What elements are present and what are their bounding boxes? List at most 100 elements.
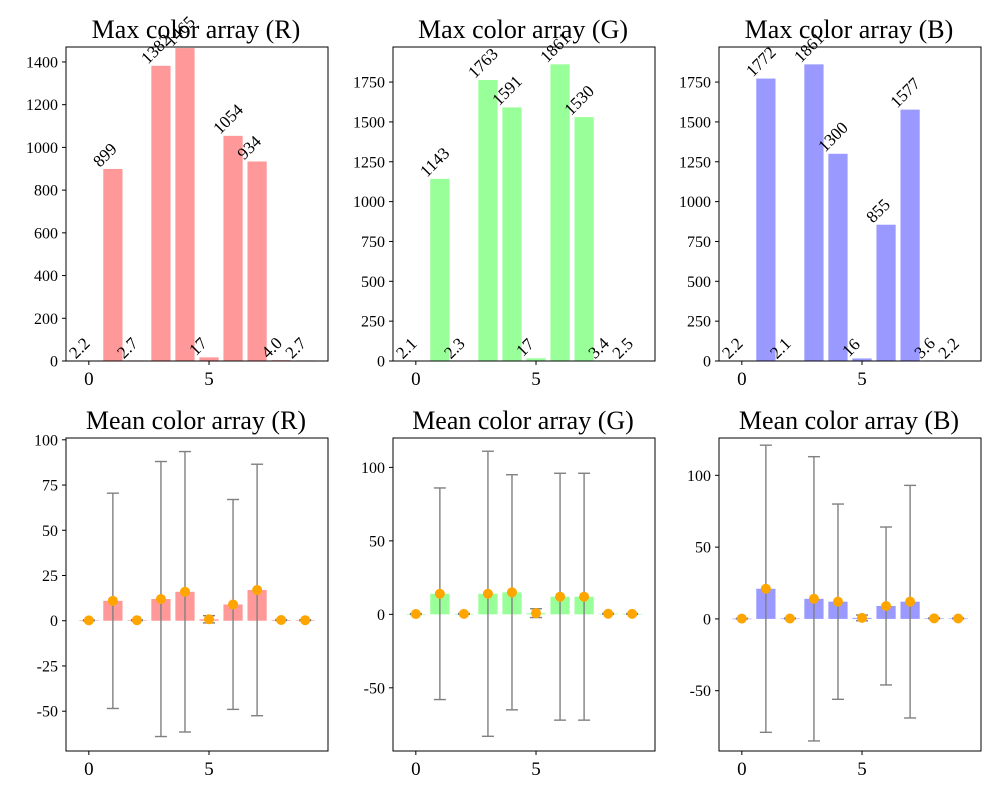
x-tick-label: 0 xyxy=(411,759,421,780)
mean-marker xyxy=(603,608,614,619)
y-tick-label: -25 xyxy=(37,658,58,675)
mean-marker xyxy=(434,588,445,599)
y-tick-label: 75 xyxy=(42,478,58,495)
bar xyxy=(900,109,920,361)
bar xyxy=(103,168,123,361)
y-tick-label: 1000 xyxy=(353,194,385,211)
y-tick-label: 1200 xyxy=(26,97,58,114)
x-tick-label: 5 xyxy=(531,759,541,780)
mean-marker xyxy=(83,615,94,626)
y-tick-label: -50 xyxy=(37,704,58,721)
plot-area: 2.217722.1186113001685515773.62.20250500… xyxy=(679,29,982,390)
y-tick-label: -50 xyxy=(690,683,711,700)
y-tick-label: 1500 xyxy=(679,114,711,131)
y-tick-label: 1000 xyxy=(679,194,711,211)
mean-marker xyxy=(506,587,517,598)
mean-marker xyxy=(760,583,771,594)
y-tick-label: 600 xyxy=(34,225,58,242)
y-tick-label: 250 xyxy=(687,314,711,331)
y-tick-label: 500 xyxy=(361,274,385,291)
bar xyxy=(151,65,171,362)
mean-marker xyxy=(555,591,566,602)
y-tick-label: 0 xyxy=(377,607,385,624)
y-tick-label: -50 xyxy=(364,680,385,697)
panel-title: Max color array (B) xyxy=(745,15,954,44)
y-tick-label: 50 xyxy=(695,540,711,557)
x-tick-label: 5 xyxy=(531,369,541,390)
panel-title: Mean color array (R) xyxy=(86,406,306,435)
mean-marker xyxy=(131,615,142,626)
mean-marker xyxy=(784,613,795,624)
mean-marker xyxy=(155,594,166,605)
bar xyxy=(199,357,219,361)
y-tick-label: 50 xyxy=(369,533,385,550)
panel-title: Max color array (R) xyxy=(92,15,301,44)
bar xyxy=(430,178,450,361)
y-tick-label: 100 xyxy=(687,468,711,485)
axes-frame xyxy=(392,46,656,362)
mean-marker xyxy=(929,613,940,624)
y-tick-label: 25 xyxy=(42,568,58,585)
x-tick-label: 5 xyxy=(857,759,867,780)
y-tick-label: 0 xyxy=(703,354,711,371)
mean-marker xyxy=(531,608,542,619)
axes-frame xyxy=(392,437,656,752)
x-tick-label: 0 xyxy=(84,759,94,780)
mean-marker xyxy=(579,591,590,602)
mean-marker xyxy=(179,586,190,597)
panel-mean-g: Mean color array (G) -50 0 50 100 0 5 xyxy=(361,406,656,780)
y-tick-label: 200 xyxy=(34,311,58,328)
y-tick-label: 0 xyxy=(50,613,58,630)
x-tick-label: 5 xyxy=(204,369,214,390)
mean-marker xyxy=(905,596,916,607)
axes-frame xyxy=(65,437,329,752)
y-tick-label: 1750 xyxy=(679,75,711,92)
mean-marker xyxy=(107,595,118,606)
bar xyxy=(876,224,896,361)
plot-area: -50 0 50 100 0 5 xyxy=(687,437,982,780)
panel-max-r: Max color array (R) 2.28992.713821465171… xyxy=(26,12,329,390)
bar xyxy=(852,358,872,361)
mean-marker xyxy=(808,593,819,604)
mean-marker xyxy=(482,588,493,599)
panel-mean-r: Mean color array (R) -50 -25 0 25 50 75 100 0 5 xyxy=(34,406,329,780)
plot-area: -50 0 50 100 0 5 xyxy=(361,437,656,780)
bar xyxy=(756,78,776,361)
bar xyxy=(223,135,243,361)
bar xyxy=(574,117,594,361)
y-tick-label: 0 xyxy=(377,354,385,371)
y-tick-label: 750 xyxy=(361,234,385,251)
mean-marker xyxy=(300,615,311,626)
bar xyxy=(550,64,570,362)
bar xyxy=(502,107,522,361)
plot-area: 2.28992.7138214651710549344.02.702004006… xyxy=(26,12,329,390)
x-tick-label: 5 xyxy=(204,759,214,780)
x-tick-label: 0 xyxy=(737,369,747,390)
y-tick-label: 1500 xyxy=(353,114,385,131)
y-tick-label: 800 xyxy=(34,183,58,200)
x-tick-label: 0 xyxy=(737,759,747,780)
y-tick-label: 750 xyxy=(687,234,711,251)
y-tick-label: 0 xyxy=(50,354,58,371)
panel-max-b: Max color array (B) 2.217722.11861130016… xyxy=(679,15,982,390)
mean-marker xyxy=(276,615,287,626)
plot-area: -50 -25 0 25 50 75 100 0 5 xyxy=(34,432,329,780)
mean-marker xyxy=(252,584,263,595)
mean-marker xyxy=(736,613,747,624)
mean-marker xyxy=(458,608,469,619)
y-tick-label: 1400 xyxy=(26,54,58,71)
bar xyxy=(175,48,195,361)
mean-marker xyxy=(204,614,215,625)
y-tick-label: 500 xyxy=(687,274,711,291)
mean-marker xyxy=(881,600,892,611)
y-tick-label: 400 xyxy=(34,268,58,285)
bar xyxy=(247,161,267,361)
mean-marker xyxy=(410,609,421,620)
mean-marker xyxy=(627,608,638,619)
mean-marker xyxy=(228,599,239,610)
x-tick-label: 0 xyxy=(411,369,421,390)
panel-mean-b: Mean color array (B) -50 0 50 100 0 5 xyxy=(687,406,982,780)
panel-title: Mean color array (G) xyxy=(412,406,634,435)
